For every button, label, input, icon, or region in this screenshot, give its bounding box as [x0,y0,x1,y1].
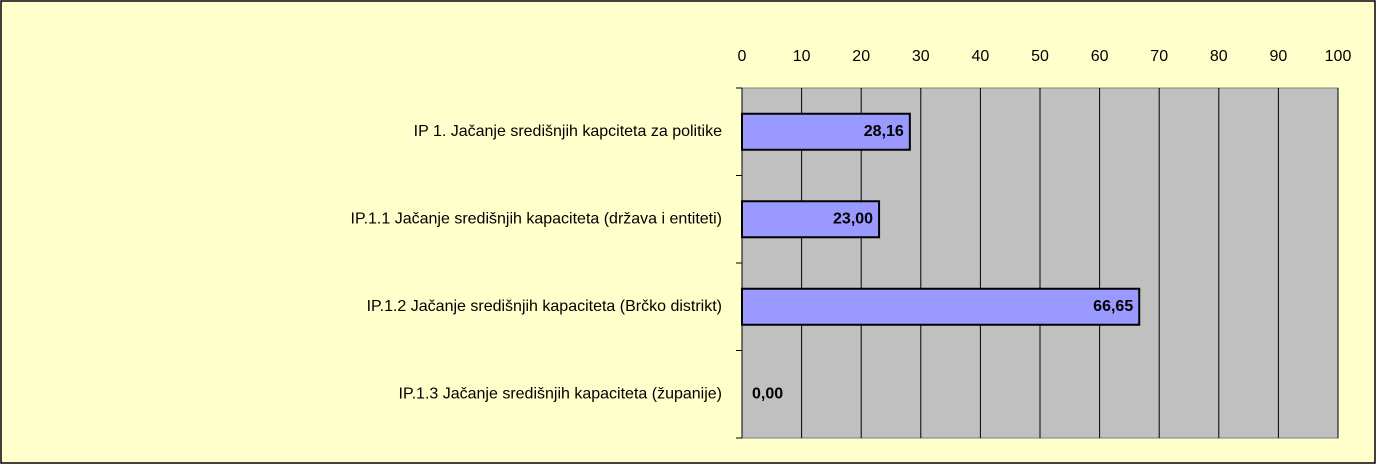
x-tick-label: 10 [793,48,811,65]
x-tick-label: 20 [852,48,870,65]
bar [741,112,911,151]
x-tick-label: 60 [1091,48,1109,65]
data-label: 0,00 [752,385,783,402]
x-tick-label: 0 [738,48,747,65]
bar [741,200,881,239]
x-tick-label: 30 [912,48,930,65]
x-tick-label: 80 [1210,48,1228,65]
y-tick-label: IP.1.1 Jačanje središnjih kapaciteta (dr… [351,210,722,227]
x-tick-label: 40 [972,48,990,65]
bar [741,287,1141,326]
x-tick-label: 90 [1270,48,1288,65]
data-label: 66,65 [1093,298,1133,315]
data-label: 28,16 [864,123,904,140]
x-tick-label: 50 [1031,48,1049,65]
data-label: 23,00 [833,210,873,227]
x-tick-label: 100 [1325,48,1352,65]
y-tick-label: IP 1. Jačanje središnjih kapciteta za po… [414,123,722,140]
x-tick-label: 70 [1150,48,1168,65]
y-tick-label: IP.1.2 Jačanje središnjih kapaciteta (Br… [367,298,722,315]
y-tick-label: IP.1.3 Jačanje središnjih kapaciteta (žu… [399,385,722,402]
